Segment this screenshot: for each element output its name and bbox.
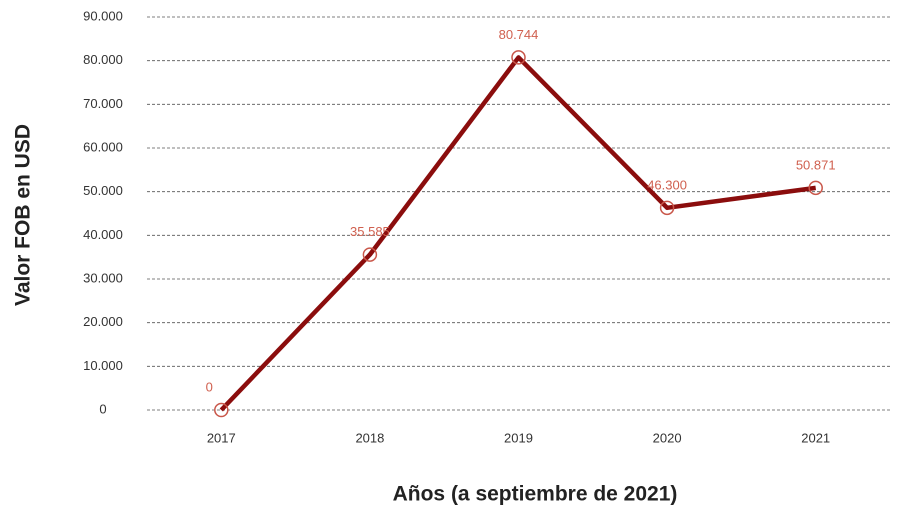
- x-axis-title: Años (a septiembre de 2021): [393, 483, 678, 506]
- y-tick-label: 30.000: [83, 270, 123, 285]
- line: [219, 55, 816, 412]
- x-tick-label: 2018: [355, 430, 384, 445]
- y-tick-label: 70.000: [83, 96, 123, 111]
- data-label: 46.300: [647, 177, 687, 192]
- marker: [511, 50, 526, 65]
- y-tick-label: 0: [99, 401, 106, 416]
- marker: [362, 247, 378, 262]
- data-label: 50.871: [796, 157, 836, 172]
- y-tick-label: 50.000: [83, 183, 123, 198]
- y-tick-label: 10.000: [83, 358, 123, 373]
- marker: [659, 200, 675, 216]
- x-tick-label: 2020: [653, 430, 682, 445]
- x-tick-label: 2019: [504, 430, 533, 445]
- y-tick-label: 80.000: [83, 52, 123, 67]
- data-label: 80.744: [499, 27, 539, 42]
- y-tick-label: 90.000: [83, 8, 123, 23]
- x-tick-label: 2021: [801, 430, 830, 445]
- marker: [214, 402, 229, 418]
- y-axis-title: Valor FOB en USD: [12, 124, 35, 306]
- y-tick-label: 20.000: [83, 314, 123, 329]
- data-label: 35.585: [350, 224, 390, 239]
- y-tick-label: 60.000: [83, 139, 123, 154]
- data-label: 0: [206, 379, 213, 394]
- x-tick-label: 2017: [207, 430, 236, 445]
- marker: [808, 180, 823, 196]
- y-tick-label: 40.000: [83, 227, 123, 242]
